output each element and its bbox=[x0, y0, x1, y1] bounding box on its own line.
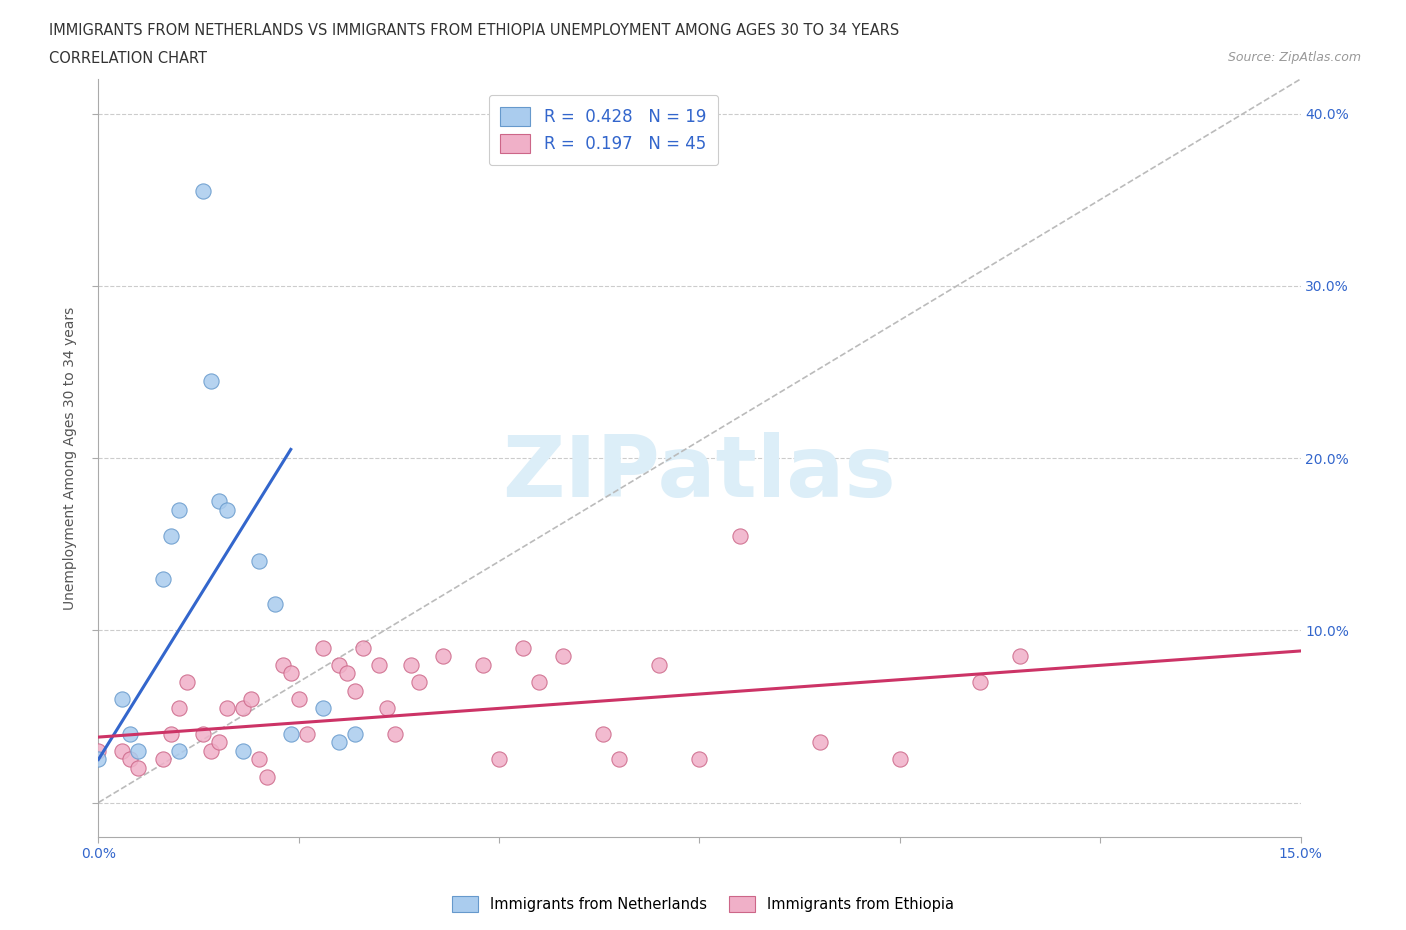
Point bbox=[384, 726, 406, 741]
Point bbox=[328, 658, 350, 672]
Y-axis label: Unemployment Among Ages 30 to 34 years: Unemployment Among Ages 30 to 34 years bbox=[63, 306, 77, 610]
Point bbox=[128, 743, 150, 758]
Point bbox=[87, 752, 110, 767]
Point bbox=[529, 674, 551, 689]
Legend: Immigrants from Netherlands, Immigrants from Ethiopia: Immigrants from Netherlands, Immigrants … bbox=[446, 891, 960, 918]
Point bbox=[592, 726, 614, 741]
Point bbox=[152, 571, 174, 586]
Point bbox=[375, 700, 398, 715]
Point bbox=[352, 640, 374, 655]
Text: CORRELATION CHART: CORRELATION CHART bbox=[49, 51, 207, 66]
Point bbox=[343, 726, 366, 741]
Text: ZIPatlas: ZIPatlas bbox=[502, 432, 897, 514]
Point bbox=[167, 502, 190, 517]
Point bbox=[200, 743, 222, 758]
Point bbox=[120, 726, 142, 741]
Text: IMMIGRANTS FROM NETHERLANDS VS IMMIGRANTS FROM ETHIOPIA UNEMPLOYMENT AMONG AGES : IMMIGRANTS FROM NETHERLANDS VS IMMIGRANT… bbox=[49, 23, 900, 38]
Point bbox=[176, 674, 198, 689]
Point bbox=[215, 700, 238, 715]
Point bbox=[728, 528, 751, 543]
Point bbox=[288, 692, 311, 707]
Point bbox=[432, 649, 454, 664]
Point bbox=[969, 674, 991, 689]
Point bbox=[191, 183, 214, 198]
Legend: R =  0.428   N = 19, R =  0.197   N = 45: R = 0.428 N = 19, R = 0.197 N = 45 bbox=[489, 95, 718, 166]
Point bbox=[1010, 649, 1032, 664]
Point bbox=[167, 743, 190, 758]
Point bbox=[280, 666, 302, 681]
Point bbox=[263, 597, 285, 612]
Point bbox=[247, 752, 270, 767]
Point bbox=[111, 743, 134, 758]
Point bbox=[232, 700, 254, 715]
Point bbox=[689, 752, 711, 767]
Text: Source: ZipAtlas.com: Source: ZipAtlas.com bbox=[1227, 51, 1361, 64]
Point bbox=[295, 726, 318, 741]
Point bbox=[120, 752, 142, 767]
Point bbox=[408, 674, 430, 689]
Point bbox=[368, 658, 391, 672]
Point bbox=[553, 649, 575, 664]
Point bbox=[808, 735, 831, 750]
Point bbox=[200, 373, 222, 388]
Point bbox=[512, 640, 534, 655]
Point bbox=[271, 658, 294, 672]
Point bbox=[167, 700, 190, 715]
Point bbox=[399, 658, 422, 672]
Point bbox=[648, 658, 671, 672]
Point bbox=[159, 726, 181, 741]
Point bbox=[191, 726, 214, 741]
Point bbox=[312, 700, 335, 715]
Point bbox=[609, 752, 631, 767]
Point bbox=[87, 743, 110, 758]
Point bbox=[488, 752, 510, 767]
Point bbox=[889, 752, 911, 767]
Point bbox=[239, 692, 262, 707]
Point bbox=[256, 769, 278, 784]
Point bbox=[280, 726, 302, 741]
Point bbox=[159, 528, 181, 543]
Point bbox=[247, 554, 270, 569]
Point bbox=[472, 658, 495, 672]
Point bbox=[232, 743, 254, 758]
Point bbox=[208, 494, 231, 509]
Point bbox=[111, 692, 134, 707]
Point bbox=[128, 761, 150, 776]
Point bbox=[336, 666, 359, 681]
Point bbox=[328, 735, 350, 750]
Point bbox=[312, 640, 335, 655]
Point bbox=[215, 502, 238, 517]
Point bbox=[343, 684, 366, 698]
Point bbox=[208, 735, 231, 750]
Point bbox=[152, 752, 174, 767]
